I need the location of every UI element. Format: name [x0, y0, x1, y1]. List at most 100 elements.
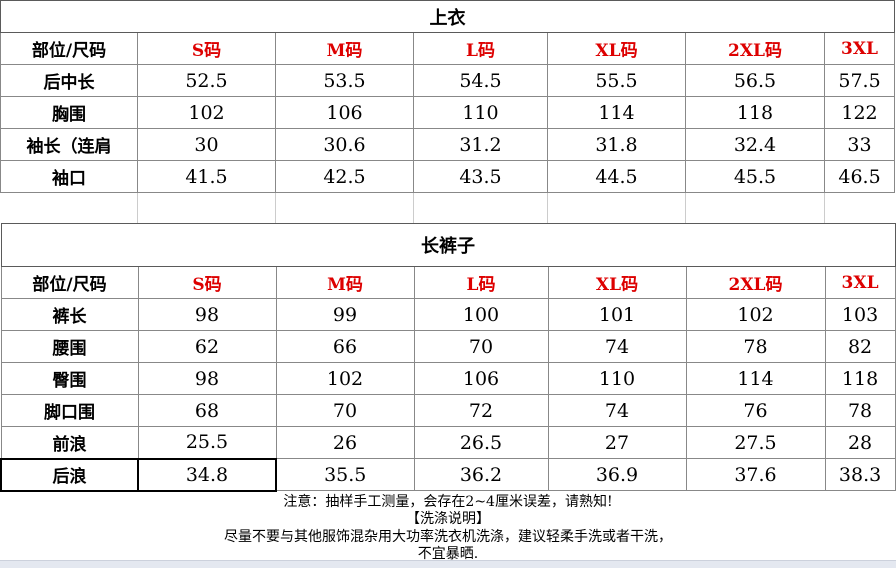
cell-value: 114: [685, 362, 826, 395]
table-row: 部位/尺码 S码 M码 L码 XL码 2XL码 3XL: [0, 32, 896, 65]
cell-value: 54.5: [413, 64, 548, 97]
table-row-selected: 后浪 34.8 35.5 36.2 36.9 37.6 38.3: [0, 457, 896, 492]
cell-value: 33: [823, 128, 896, 161]
cell-value: 118: [685, 96, 825, 129]
cell-value: 122: [823, 96, 896, 129]
bottom-strip: [0, 560, 896, 568]
cell-value: 70: [413, 330, 549, 363]
cell-value: 99: [275, 298, 415, 331]
cell-value: 114: [547, 96, 686, 129]
size-header-3xl: 3XL: [824, 266, 896, 299]
cell-value: 53.5: [275, 64, 414, 97]
cell-value: 110: [413, 96, 548, 129]
cell-value: 25.5: [137, 426, 277, 459]
size-header-3xl: 3XL: [823, 32, 896, 65]
pants-size-table: 长裤子 部位/尺码 S码 M码 L码 XL码 2XL码 3XL 裤长 98 99…: [0, 223, 896, 492]
size-header-xl: XL码: [547, 32, 686, 65]
cell-value: 44.5: [547, 160, 686, 193]
cell-value: 106: [275, 96, 414, 129]
size-header-s: S码: [137, 32, 276, 65]
note-measurement-disclaimer: 注意：抽样手工测量，会存在2~4厘米误差，请熟知!: [283, 493, 613, 510]
size-header-xl: XL码: [547, 266, 687, 299]
table-row: 上衣: [0, 0, 896, 33]
cell-value: 31.8: [547, 128, 686, 161]
row-label-hip: 臀围: [0, 362, 139, 395]
cell-value: 102: [685, 298, 826, 331]
table-row: 臀围 98 102 106 110 114 118: [0, 362, 896, 395]
cell-value: 82: [824, 330, 896, 363]
cell-value: 110: [547, 362, 687, 395]
cell-value: 52.5: [137, 64, 276, 97]
table-row: 长裤子: [0, 223, 896, 267]
table-row: 袖长（连肩 30 30.6 31.2 31.8 32.4 33: [0, 128, 896, 161]
row-label-pants-length: 裤长: [0, 298, 139, 331]
note-washing-instruction: 尽量不要与其他服饰混杂用大功率洗衣机洗涤，建议轻柔手洗或者干洗，: [224, 528, 672, 545]
cell-value: 72: [413, 394, 549, 427]
cell-value: 98: [137, 362, 277, 395]
cell-value: 35.5: [275, 458, 415, 491]
cell-value: 28: [824, 426, 896, 459]
table-row: 袖口 41.5 42.5 43.5 44.5 45.5 46.5: [0, 160, 896, 193]
notes-block: 注意：抽样手工测量，会存在2~4厘米误差，请熟知! 【洗涤说明】 尽量不要与其他…: [0, 492, 896, 563]
table-row: 胸围 102 106 110 114 118 122: [0, 96, 896, 129]
cell-value: 36.9: [547, 458, 687, 491]
cell-value: 76: [685, 394, 826, 427]
row-label-waist: 腰围: [0, 330, 139, 363]
note-no-sun-exposure: 不宜暴晒.: [417, 546, 479, 563]
cell-value: 26.5: [413, 426, 549, 459]
cell-value: 41.5: [137, 160, 276, 193]
cell-value: 56.5: [685, 64, 825, 97]
size-header-m: M码: [275, 32, 414, 65]
size-header-m: M码: [275, 266, 415, 299]
cell-value: 37.6: [685, 458, 826, 491]
cell-value: 102: [137, 96, 276, 129]
pants-table-title: 长裤子: [0, 223, 896, 267]
table-gap-spacer: [0, 193, 894, 223]
cell-value: 98: [137, 298, 277, 331]
cell-value: 101: [547, 298, 687, 331]
row-label-cuff: 袖口: [0, 160, 138, 193]
cell-value: 78: [824, 394, 896, 427]
row-label-front-rise: 前浪: [0, 426, 139, 459]
table-row: 裤长 98 99 100 101 102 103: [0, 298, 896, 331]
cell-value: 70: [275, 394, 415, 427]
cell-value: 30.6: [275, 128, 414, 161]
cell-value: 31.2: [413, 128, 548, 161]
tops-size-table: 上衣 部位/尺码 S码 M码 L码 XL码 2XL码 3XL 后中长 52.5 …: [0, 0, 896, 193]
cell-value: 74: [547, 330, 687, 363]
cell-value: 100: [413, 298, 549, 331]
cell-value: 103: [824, 298, 896, 331]
cell-value: 57.5: [823, 64, 896, 97]
row-label-sleeve: 袖长（连肩: [0, 128, 138, 161]
row-label-chest: 胸围: [0, 96, 138, 129]
cell-value: 78: [685, 330, 826, 363]
cell-value: 55.5: [547, 64, 686, 97]
cell-value: 66: [275, 330, 415, 363]
cell-value: 62: [137, 330, 277, 363]
size-header-l: L码: [413, 32, 548, 65]
cell-value-selected: 34.8: [137, 457, 277, 492]
note-washing-title: 【洗涤说明】: [406, 511, 490, 528]
cell-value: 118: [824, 362, 896, 395]
size-header-2xl: 2XL码: [685, 266, 826, 299]
cell-value: 74: [547, 394, 687, 427]
size-header-2xl: 2XL码: [685, 32, 825, 65]
row-label-back-rise: 后浪: [0, 457, 139, 492]
cell-value: 26: [275, 426, 415, 459]
row-label-back-length: 后中长: [0, 64, 138, 97]
row-label-leg-opening: 脚口围: [0, 394, 139, 427]
table-row: 前浪 25.5 26 26.5 27 27.5 28: [0, 426, 896, 459]
cell-value: 36.2: [413, 458, 549, 491]
cell-value: 38.3: [824, 458, 896, 491]
table-row: 部位/尺码 S码 M码 L码 XL码 2XL码 3XL: [0, 266, 896, 299]
cell-value: 102: [275, 362, 415, 395]
cell-value: 43.5: [413, 160, 548, 193]
tops-table-title: 上衣: [0, 0, 896, 33]
size-header-l: L码: [413, 266, 549, 299]
cell-value: 45.5: [685, 160, 825, 193]
header-part-size: 部位/尺码: [0, 32, 138, 65]
table-row: 脚口围 68 70 72 74 76 78: [0, 394, 896, 427]
header-part-size: 部位/尺码: [0, 266, 139, 299]
size-header-s: S码: [137, 266, 277, 299]
cell-value: 46.5: [823, 160, 896, 193]
